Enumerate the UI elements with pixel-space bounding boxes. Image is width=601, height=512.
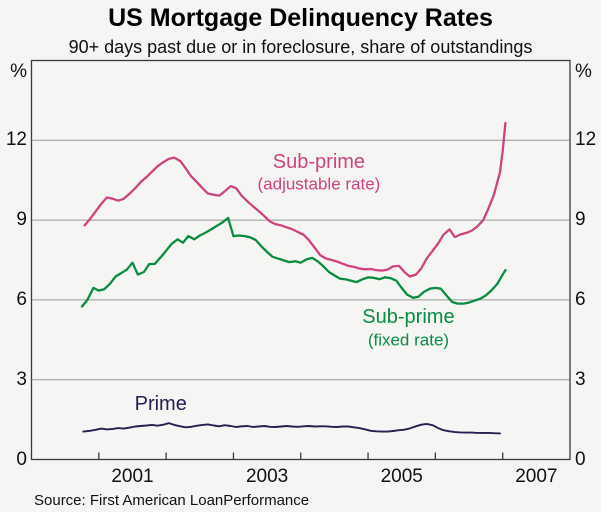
y-axis-unit-right: % bbox=[575, 61, 592, 82]
line-series-2 bbox=[82, 422, 501, 435]
series-label-0-line-1: (adjustable rate) bbox=[257, 174, 381, 194]
y-tick-label-left-6: 6 bbox=[16, 288, 27, 310]
y-tick-label-right-9: 9 bbox=[575, 209, 586, 231]
y-axis-unit-left: % bbox=[10, 61, 27, 82]
plot-frame bbox=[30, 59, 571, 461]
y-tick-label-left-0: 0 bbox=[16, 448, 27, 470]
series-label-0-line-0: Sub-prime bbox=[272, 150, 366, 173]
chart-subtitle: 90+ days past due or in foreclosure, sha… bbox=[68, 37, 533, 57]
y-tick-label-left-9: 9 bbox=[16, 209, 27, 231]
y-tick-label-left-3: 3 bbox=[16, 368, 27, 390]
source-note: Source: First American LoanPerformance bbox=[34, 492, 310, 509]
series-label-1-line-0: Sub-prime bbox=[362, 306, 455, 329]
x-year-label-2007: 2007 bbox=[515, 466, 558, 487]
series-label-1-line-1: (fixed rate) bbox=[367, 330, 450, 350]
x-year-label-2005: 2005 bbox=[380, 466, 423, 487]
y-tick-label-right-3: 3 bbox=[575, 368, 586, 390]
y-tick-label-left-12: 12 bbox=[5, 129, 27, 151]
x-year-label-2001: 2001 bbox=[111, 466, 154, 487]
y-tick-label-right-0: 0 bbox=[575, 448, 586, 470]
x-year-label-2003: 2003 bbox=[245, 466, 289, 487]
chart-title: US Mortgage Delinquency Rates bbox=[108, 4, 493, 32]
line-series-1 bbox=[80, 216, 507, 308]
line-series-0 bbox=[83, 121, 507, 278]
y-tick-label-right-6: 6 bbox=[575, 288, 586, 310]
series-label-2-line-0: Prime bbox=[134, 392, 187, 415]
y-tick-label-right-12: 12 bbox=[575, 129, 597, 151]
